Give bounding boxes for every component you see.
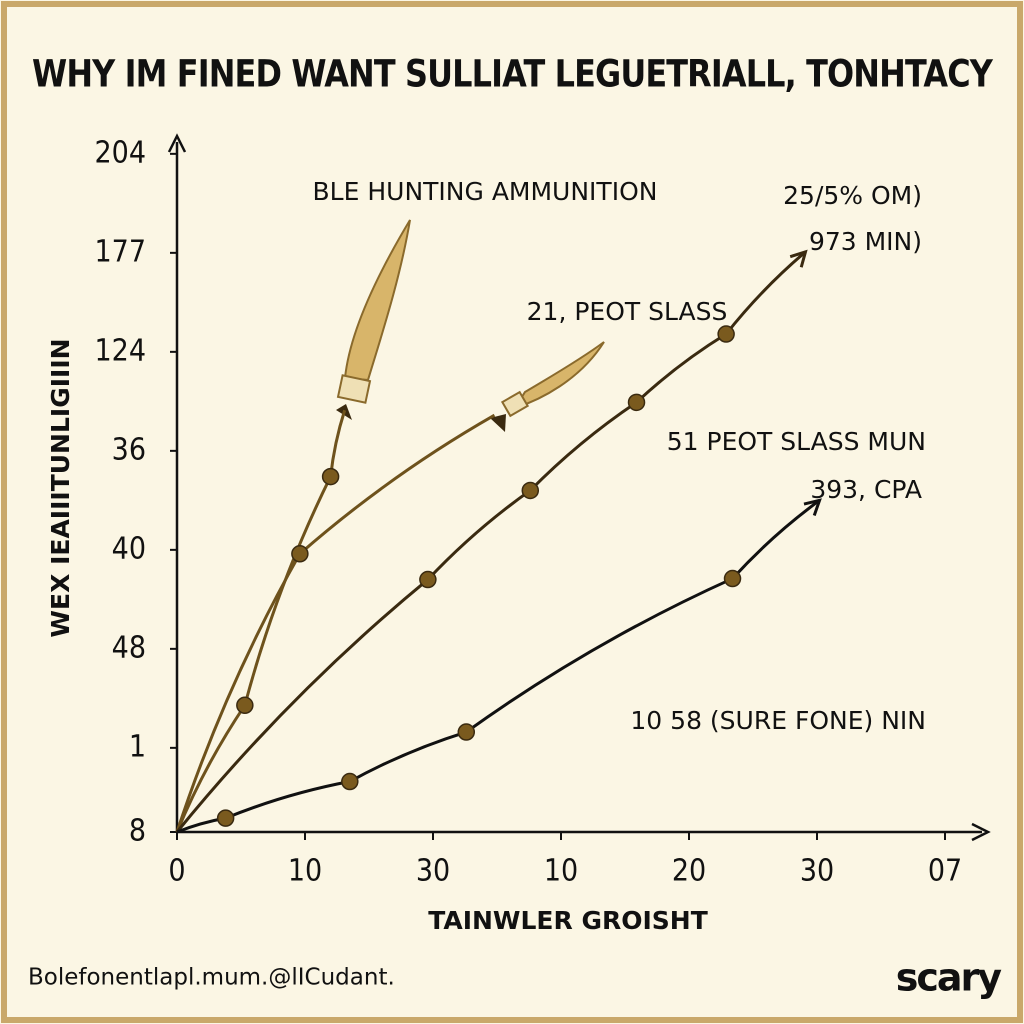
- logo: scary: [896, 956, 1003, 1000]
- x-tick-label: 20: [672, 854, 706, 889]
- annotation: 21, PEOT SLASS: [527, 297, 728, 326]
- annotation: 393, CPA: [810, 475, 922, 504]
- bullet-icon: [336, 219, 411, 420]
- x-tick-label: 10: [288, 854, 322, 889]
- x-tick-label: 10: [544, 854, 578, 889]
- arrow-head: [803, 498, 822, 516]
- data-point: [717, 325, 735, 343]
- x-tick-label: 07: [928, 854, 962, 889]
- data-point: [236, 696, 254, 715]
- footer-text: Bolefonentlapl.mum.@lICudant.: [28, 965, 395, 991]
- bullet-icon: [490, 341, 605, 432]
- x-axis-arrow: [971, 822, 991, 842]
- data-point: [419, 570, 437, 589]
- data-point: [521, 481, 540, 500]
- y-tick-label: 8: [129, 814, 146, 849]
- data-point: [723, 569, 742, 588]
- data-point: [341, 772, 359, 791]
- annotation: 973 MIN): [809, 227, 922, 256]
- y-axis-label: WEX IEAIIITUNLIGIIIN: [46, 338, 75, 637]
- data-point: [457, 723, 476, 741]
- annotation: 51 PEOT SLASS MUN: [667, 427, 926, 456]
- annotation: 10 58 (SURE FONE) NIN: [630, 706, 926, 735]
- y-tick-label: 1: [129, 729, 146, 764]
- x-tick-label: 0: [168, 854, 185, 889]
- arrow-head: [789, 249, 808, 268]
- y-axis-arrow: [167, 133, 187, 153]
- y-tick-label: 177: [94, 234, 146, 269]
- y-tick-label: 204: [94, 135, 146, 170]
- annotation: BLE HUNTING AMMUNITION: [313, 177, 658, 206]
- series-line: [175, 409, 347, 833]
- chart-title: WHY IM FINED WANT SULLIAT LEGUETRIALL, T…: [32, 53, 994, 96]
- data-point: [321, 467, 340, 486]
- y-tick-label: 124: [94, 333, 146, 368]
- y-tick-label: 48: [112, 630, 146, 665]
- data-point: [216, 809, 235, 827]
- x-axis-label: TAINWLER GROISHT: [428, 906, 708, 935]
- y-tick-label: 40: [112, 531, 146, 566]
- data-point: [627, 393, 646, 412]
- x-tick-label: 30: [416, 854, 450, 889]
- y-tick-label: 36: [112, 432, 146, 467]
- annotation: 25/5% OM): [783, 181, 922, 210]
- x-tick-label: 30: [800, 854, 834, 889]
- data-point: [291, 545, 309, 563]
